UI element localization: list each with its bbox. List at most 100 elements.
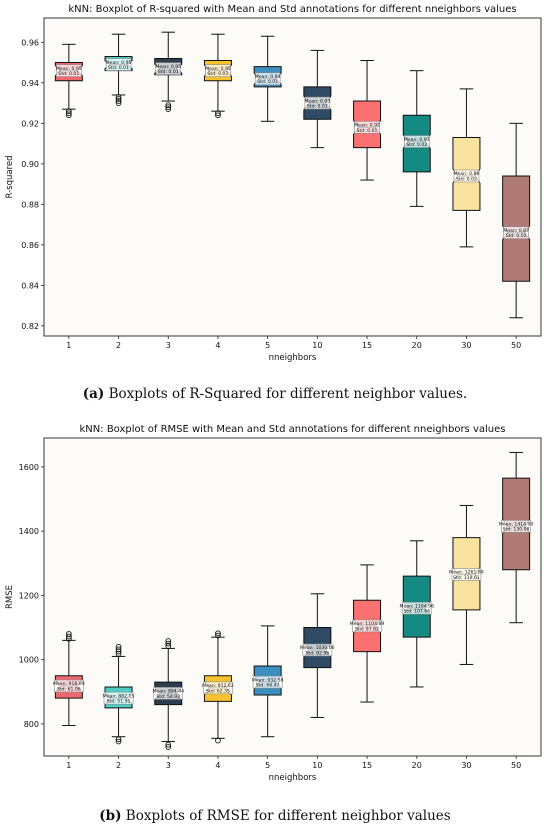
std-annotation: Std: 54.92 [156,694,180,700]
outlier-point [65,110,72,117]
x-tick-label: 4 [215,761,220,770]
y-tick-label: 0.88 [21,200,39,209]
x-tick-label: 10 [312,761,322,770]
mean-annotation: Mean: 0.94 [255,74,281,80]
mean-annotation: Mean: 912.62 [202,683,234,689]
outlier-point [115,96,122,102]
mean-std-annotation-box [401,601,432,615]
mean-annotation: Mean: 894.44 [152,689,184,695]
std-annotation: Std: 130.98 [503,527,530,533]
x-tick-label: 10 [312,341,322,350]
x-axis-label: nneighbors [269,773,317,783]
x-axis-label: nneighbors [269,353,317,363]
outlier-point [165,102,172,108]
mean-annotation: Mean: 0.89 [454,171,480,177]
plot-frame [43,437,542,757]
outlier-point [65,108,72,115]
outlier-point [215,112,221,119]
x-tick-label: 15 [362,761,372,770]
mean-std-annotation-box [354,121,380,134]
std-annotation: Std: 66.47 [256,683,280,689]
caption-a-text: Boxplots of R-Squared for different neig… [108,386,468,402]
caption-a-label: (a) [82,386,105,402]
outlier-point [215,737,221,744]
outlier-point [115,736,122,743]
std-annotation: Std: 0.01 [357,128,378,134]
mean-std-annotation-box [56,64,82,77]
y-tick-label: 0.90 [21,160,39,169]
x-tick-label: 30 [461,761,471,770]
mean-annotation: Mean: 1030.06 [300,645,335,651]
y-tick-label: 800 [24,720,39,729]
x-tick-label: 5 [265,761,270,770]
outlier-point [115,643,122,650]
chart-title: kNN: Boxplot of RMSE with Mean and Std a… [80,424,506,435]
x-tick-label: 30 [461,341,471,350]
mean-annotation: Mean: 882.15 [103,693,135,699]
y-tick-label: 0.94 [21,79,39,88]
mean-annotation: Mean: 1261.89 [449,570,484,576]
y-tick-label: 1200 [19,591,39,600]
outlier-point [165,106,172,112]
y-tick-label: 0.86 [21,241,39,250]
outlier-point [165,741,172,748]
mean-annotation: Mean: 918.09 [53,681,85,687]
caption-b: (b) Boxplots of RMSE for different neigh… [0,808,550,824]
mean-std-annotation-box [254,72,281,86]
mean-std-annotation-box [503,226,529,240]
x-tick-label: 20 [412,761,422,770]
y-tick-label: 1600 [19,463,39,472]
std-annotation: Std: 0.01 [158,69,179,75]
plot-frame [43,17,542,337]
outlier-point [215,632,221,639]
x-tick-label: 50 [511,761,521,770]
mean-std-annotation-box [352,619,382,633]
mean-annotation: Mean: 0.95 [155,64,181,70]
x-tick-label: 1 [66,761,71,770]
std-annotation: Std: 119.61 [453,575,480,581]
std-annotation: Std: 0.02 [506,233,527,239]
std-annotation: Std: 0.01 [307,103,328,109]
std-annotation: Std: 0.01 [257,79,278,85]
outlier-point [115,100,122,106]
x-tick-label: 15 [362,341,372,350]
x-tick-label: 50 [511,341,521,350]
mean-annotation: Mean: 1414.90 [499,522,534,528]
std-annotation: Std: 0.01 [208,71,229,77]
mean-std-annotation-box [54,679,84,693]
mean-annotation: Mean: 0.87 [503,228,529,234]
std-annotation: Std: 0.02 [406,142,427,148]
mean-annotation: Mean: 0.95 [56,66,82,72]
outlier-point [115,646,122,653]
mean-annotation: Mean: 0.91 [404,137,430,143]
mean-std-annotation-box [451,568,482,581]
std-annotation: Std: 61.06 [57,686,81,692]
x-tick-label: 5 [265,341,270,350]
y-tick-label: 1000 [19,656,39,665]
outlier-point [165,638,172,644]
outlier-point [165,104,172,110]
x-tick-label: 20 [412,341,422,350]
mean-std-annotation-box [155,62,182,75]
x-tick-label: 3 [166,761,171,770]
outlier-point [115,94,122,100]
mean-std-annotation-box [302,643,333,657]
mean-annotation: Mean: 0.95 [106,60,132,66]
outlier-point [65,112,72,119]
mean-std-annotation-box [105,58,132,71]
mean-std-annotation-box [103,691,134,705]
outlier-point [115,98,122,104]
mean-annotation: Mean: 0.92 [354,123,380,129]
